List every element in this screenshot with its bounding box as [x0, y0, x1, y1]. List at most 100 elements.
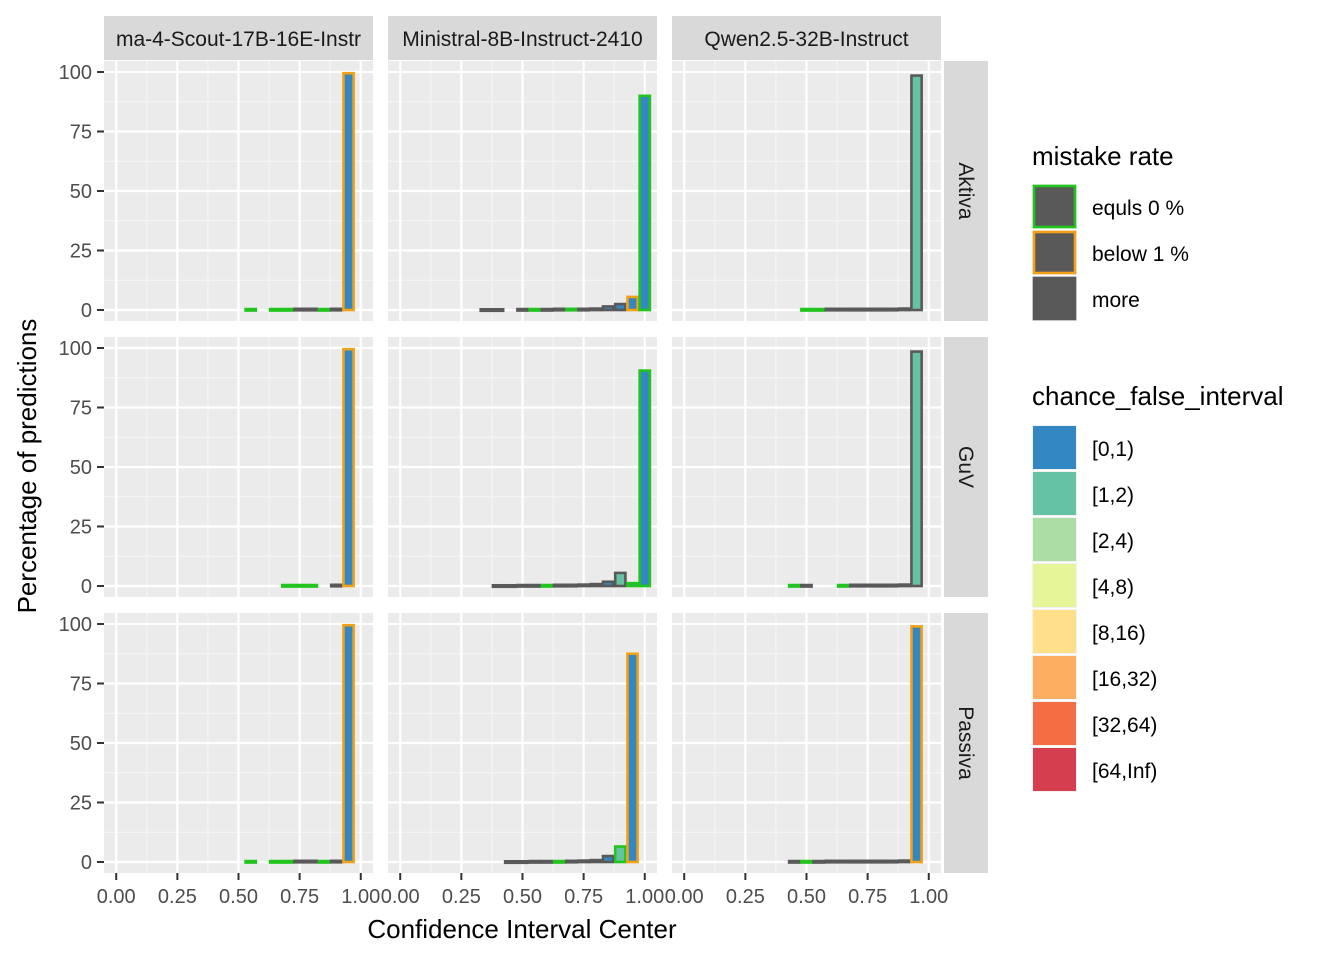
histogram-bar — [577, 583, 591, 588]
histogram-bar — [503, 859, 517, 865]
bars-guv-col3 — [787, 350, 923, 588]
panel-guv-col2 — [388, 337, 657, 597]
histogram-bar — [268, 307, 282, 312]
histogram-bar — [897, 583, 911, 588]
axes-layer: ma-4-Scout-17B-16E-Instr Ministral-8B-Ins… — [59, 16, 988, 908]
histogram-bar — [848, 583, 862, 588]
histogram-bar — [280, 583, 294, 588]
histogram-bar — [873, 583, 887, 588]
histogram-bar — [491, 583, 505, 589]
y-tick-label: 100 — [59, 338, 92, 360]
y-tick-label: 50 — [70, 181, 92, 203]
column-strip-label: Ministral-8B-Instruct-2410 — [402, 28, 642, 51]
histogram-bar — [873, 307, 887, 312]
panel-passiva-col2 — [388, 613, 657, 873]
x-tick-label: 0.00 — [665, 886, 704, 908]
y-tick-label: 50 — [70, 733, 92, 755]
histogram-bar — [244, 859, 258, 864]
legend-chance-false-interval: chance_false_interval [0,1) [1,2) [2,4) [4,… — [1032, 381, 1284, 792]
histogram-bar — [910, 625, 923, 864]
x-axis-col1: 0.00 0.25 0.50 0.75 1.00 — [97, 873, 380, 908]
row-strip-guv: GuV — [944, 337, 988, 597]
y-tick-label: 75 — [70, 674, 92, 696]
y-tick-label: 75 — [70, 122, 92, 144]
histogram-bar — [528, 859, 542, 864]
legend-key-label: [0,1) — [1092, 438, 1134, 461]
histogram-bar — [800, 307, 813, 312]
histogram-bar — [293, 583, 307, 588]
x-tick-label: 0.75 — [564, 886, 603, 908]
column-strip-label: Qwen2.5-32B-Instruct — [704, 28, 908, 51]
y-axis-guv: 0 25 50 75 100 — [59, 338, 104, 598]
y-axis-passiva: 0 25 50 75 100 — [59, 614, 104, 874]
y-tick-label: 100 — [59, 62, 92, 84]
histogram-bar — [910, 74, 923, 312]
x-tick-label: 0.50 — [219, 886, 258, 908]
histogram-bar — [824, 859, 838, 864]
histogram-bar — [342, 623, 355, 864]
y-tick-label: 25 — [70, 241, 92, 263]
panel-passiva-col3 — [672, 613, 941, 873]
x-tick-label: 0.25 — [442, 886, 481, 908]
histogram-bar — [885, 583, 899, 588]
y-axis-title: Percentage of predictions — [12, 319, 42, 614]
panel-aktiva-col1 — [104, 61, 373, 321]
strip-background — [944, 613, 988, 873]
x-tick-label: 0.25 — [158, 886, 197, 908]
column-strip-label: ma-4-Scout-17B-16E-Instr — [116, 28, 361, 51]
histogram-bar — [897, 859, 911, 864]
bars-aktiva-col1 — [244, 71, 355, 312]
histogram-bar — [836, 583, 850, 588]
histogram-bar — [329, 859, 343, 864]
histogram-bar — [577, 859, 591, 864]
histogram-bar — [317, 307, 331, 312]
legend-mistake-rate: mistake rate equls 0 % below 1 % more — [1032, 141, 1189, 321]
histogram-bar — [885, 307, 899, 312]
histogram-bar — [503, 583, 517, 589]
y-tick-label: 100 — [59, 614, 92, 636]
histogram-bar — [626, 295, 639, 312]
panel-aktiva-col2 — [388, 61, 657, 321]
legend-key-swatch — [1033, 748, 1076, 791]
histogram-bar — [280, 859, 294, 864]
histogram-bar — [280, 307, 294, 312]
histogram-bar — [836, 307, 850, 312]
legend-key-swatch — [1033, 426, 1076, 469]
histogram-bar — [516, 583, 529, 588]
histogram-bar — [824, 307, 838, 312]
histogram-bar — [528, 583, 542, 588]
histogram-bar — [516, 859, 529, 865]
panel-passiva-col1 — [104, 613, 373, 873]
histogram-bar — [861, 583, 875, 588]
x-tick-label: 1.00 — [909, 886, 948, 908]
panels-layer — [104, 61, 941, 873]
histogram-bar — [613, 571, 627, 588]
histogram-bar — [861, 307, 875, 312]
histogram-bar — [479, 307, 493, 313]
strip-background — [672, 16, 941, 60]
histogram-bar — [626, 581, 639, 588]
histogram-bar — [564, 307, 578, 312]
x-axis-col2: 0.00 0.25 0.50 0.75 1.00 — [381, 873, 664, 908]
x-tick-label: 0.25 — [726, 886, 765, 908]
histogram-bar — [787, 859, 801, 864]
y-tick-label: 0 — [81, 576, 92, 598]
histogram-bar — [577, 307, 591, 312]
histogram-bar — [861, 859, 875, 864]
histogram-bar — [910, 350, 923, 588]
legend-key-swatch — [1033, 518, 1076, 561]
legend-key-swatch — [1033, 564, 1076, 607]
row-strip-label: GuV — [954, 446, 977, 488]
x-tick-label: 1.00 — [341, 886, 380, 908]
histogram-bar — [528, 307, 542, 312]
y-tick-label: 0 — [81, 852, 92, 874]
histogram-bar — [589, 858, 603, 864]
row-strip-label: Passiva — [954, 706, 977, 780]
bars-aktiva-col2 — [479, 94, 652, 313]
histogram-bar — [317, 859, 331, 864]
bars-passiva-col2 — [503, 652, 639, 865]
y-tick-label: 0 — [81, 300, 92, 322]
bars-aktiva-col3 — [800, 74, 923, 312]
histogram-bar — [848, 859, 862, 864]
histogram-bar — [613, 845, 627, 864]
